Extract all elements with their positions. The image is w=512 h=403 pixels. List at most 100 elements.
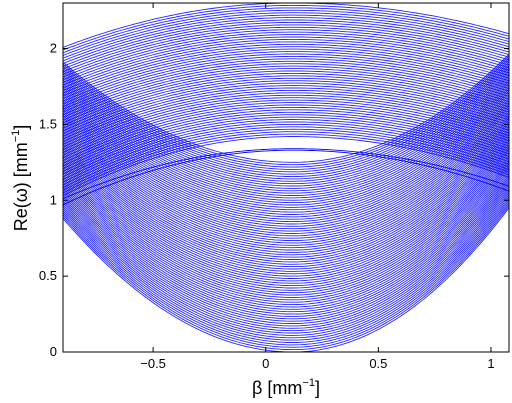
- lower-band-mode-70: [63, 73, 509, 187]
- lower-band-mode-80: [63, 53, 509, 163]
- x-axis-label-main: β [mm: [252, 378, 302, 398]
- dispersion-curves: [63, 3, 509, 352]
- upper-band-mode-47: [63, 21, 509, 70]
- lower-band-mode-11: [63, 186, 509, 327]
- lower-band-mode-7: [63, 194, 509, 336]
- upper-band-mode-26: [63, 72, 509, 127]
- upper-band-mode-50: [63, 14, 509, 62]
- lower-band-mode-69: [63, 74, 509, 189]
- upper-band-mode-0: [63, 136, 509, 197]
- lower-band-mode-75: [63, 63, 509, 175]
- lower-band-mode-64: [63, 84, 509, 201]
- upper-band-mode-22: [63, 82, 509, 137]
- lower-band-mode-24: [63, 161, 509, 296]
- lower-band-mode-61: [63, 90, 509, 208]
- lower-band-mode-14: [63, 180, 509, 320]
- lower-band-mode-9: [63, 190, 509, 332]
- lower-band-mode-39: [63, 132, 509, 260]
- upper-band-mode-42: [63, 34, 509, 83]
- upper-band-mode-29: [63, 65, 509, 118]
- lower-band-mode-40: [63, 130, 509, 258]
- upper-band-mode-34: [63, 53, 509, 105]
- upper-band-mode-20: [63, 87, 509, 143]
- upper-band-mode-49: [63, 17, 509, 65]
- upper-band-mode-25: [63, 75, 509, 129]
- gap-mode-0: [63, 148, 509, 200]
- upper-band-mode-35: [63, 51, 509, 102]
- lower-band-mode-57: [63, 98, 509, 218]
- upper-band-mode-53: [63, 7, 509, 54]
- lower-band-mode-62: [63, 88, 509, 206]
- lower-band-mode-60: [63, 92, 509, 211]
- lower-band-mode-32: [63, 146, 509, 277]
- upper-band-mode-32: [63, 58, 509, 110]
- lower-band-mode-26: [63, 157, 509, 291]
- lower-band-mode-73: [63, 67, 509, 180]
- y-axis-label-exponent: −1: [10, 130, 22, 143]
- lower-band-mode-2: [63, 203, 509, 348]
- upper-band-mode-1: [63, 133, 509, 194]
- upper-band-mode-23: [63, 80, 509, 135]
- lower-band-mode-16: [63, 176, 509, 315]
- upper-band-mode-30: [63, 63, 509, 116]
- lower-band-mode-48: [63, 115, 509, 239]
- lower-band-mode-12: [63, 184, 509, 324]
- y-tick-label: 1: [50, 192, 57, 207]
- y-tick-label: 0: [50, 344, 57, 359]
- x-tick-label: 0.5: [369, 356, 387, 371]
- lower-band-mode-79: [63, 55, 509, 166]
- upper-band-mode-21: [63, 85, 509, 140]
- lower-band-mode-5: [63, 197, 509, 341]
- lower-band-mode-27: [63, 155, 509, 289]
- upper-band-mode-38: [63, 43, 509, 94]
- lower-band-mode-74: [63, 65, 509, 178]
- lower-band-mode-47: [63, 117, 509, 242]
- lower-band-mode-29: [63, 151, 509, 284]
- lower-band-mode-35: [63, 140, 509, 270]
- lower-band-mode-52: [63, 107, 509, 230]
- upper-band-mode-46: [63, 24, 509, 73]
- lower-band-mode-8: [63, 192, 509, 334]
- lower-band-mode-21: [63, 167, 509, 303]
- upper-band-mode-13: [63, 104, 509, 162]
- plot-area-frame: [62, 2, 510, 353]
- lower-band-mode-30: [63, 149, 509, 282]
- upper-band-mode-37: [63, 46, 509, 97]
- lower-band-mode-55: [63, 101, 509, 223]
- upper-band-mode-19: [63, 89, 509, 145]
- upper-band-mode-52: [63, 9, 509, 56]
- y-axis-label-close: ]: [11, 125, 31, 130]
- upper-band-mode-48: [63, 19, 509, 67]
- lower-band-mode-76: [63, 61, 509, 173]
- lower-band-mode-50: [63, 111, 509, 234]
- y-axis-ticks: 0 0.5 1 1.5 2: [39, 41, 509, 359]
- upper-band-mode-44: [63, 29, 509, 78]
- lower-band-mode-38: [63, 134, 509, 263]
- x-axis-ticks: −0.5 0 0.5 1: [140, 3, 495, 371]
- upper-band-mode-43: [63, 31, 509, 81]
- upper-band-mode-36: [63, 48, 509, 100]
- lower-band-mode-20: [63, 169, 509, 306]
- lower-band-mode-37: [63, 136, 509, 265]
- lower-band-mode-45: [63, 121, 509, 246]
- lower-band-mode-23: [63, 163, 509, 298]
- lower-band-mode-43: [63, 125, 509, 251]
- upper-band-mode-18: [63, 92, 509, 148]
- lower-band-mode-13: [63, 182, 509, 322]
- lower-band-mode-63: [63, 86, 509, 204]
- lower-band-mode-41: [63, 128, 509, 256]
- y-tick-label: 2: [50, 41, 57, 56]
- lower-band-mode-4: [63, 199, 509, 343]
- lower-band-mode-25: [63, 159, 509, 294]
- upper-band-mode-31: [63, 60, 509, 113]
- lower-band-mode-22: [63, 165, 509, 301]
- upper-band-mode-39: [63, 41, 509, 91]
- x-tick-label: 0: [262, 356, 269, 371]
- upper-band-mode-7: [63, 119, 509, 178]
- x-tick-label: 1: [487, 356, 494, 371]
- lower-band-mode-58: [63, 96, 509, 215]
- y-tick-label: 1.5: [39, 116, 57, 131]
- upper-band-mode-41: [63, 36, 509, 86]
- lower-band-mode-1: [63, 205, 509, 351]
